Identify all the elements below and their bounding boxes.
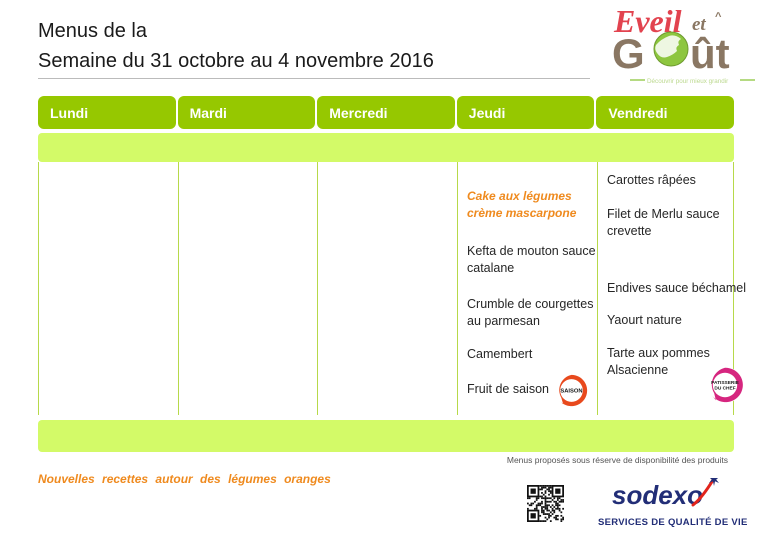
svg-text:PATISSERIE: PATISSERIE <box>711 380 739 386</box>
svg-text:Découvrir pour mieux grandir: Découvrir pour mieux grandir <box>647 78 728 85</box>
svg-text:G: G <box>612 30 645 77</box>
svg-text:SAISON: SAISON <box>560 388 582 394</box>
svg-text:sodexo: sodexo <box>612 480 703 510</box>
svg-text:ût: ût <box>690 30 730 77</box>
svg-text:^: ^ <box>715 11 722 23</box>
svg-text:DU CHEF: DU CHEF <box>714 386 735 392</box>
